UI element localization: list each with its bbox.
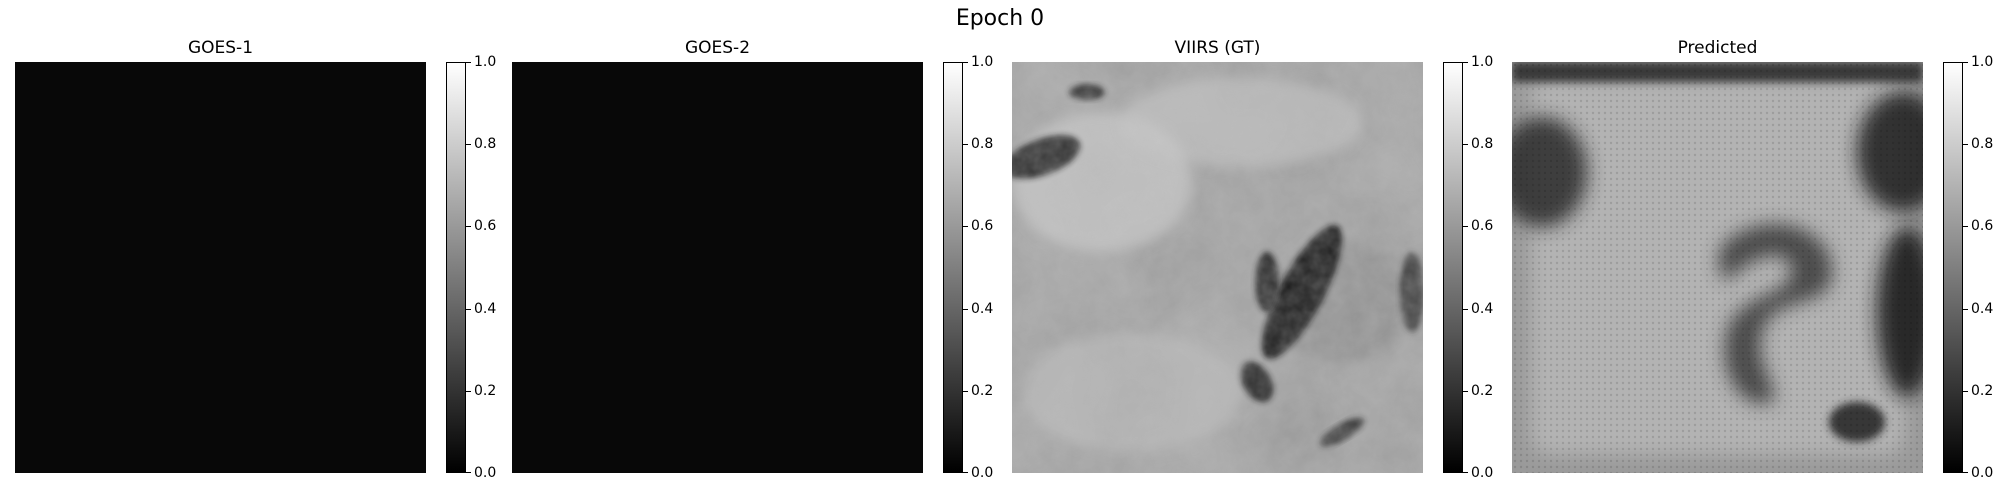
colorbar-tick-label: 0.8	[1971, 136, 1994, 153]
colorbar-tick-label: 0.6	[971, 218, 994, 235]
panel-title-goes1: GOES-1	[187, 38, 254, 58]
colorbar-tick-label: 0.6	[474, 218, 497, 235]
colorbar-tick	[1963, 308, 1968, 310]
colorbar-tick-label: 0.6	[1971, 218, 1994, 235]
colorbar-tick-label: 0.8	[474, 136, 497, 153]
colorbar-tick-label: 1.0	[1471, 54, 1494, 70]
viirs-colorbar	[1443, 62, 1463, 473]
colorbar-tick	[963, 390, 968, 392]
panel-title-predicted: Predicted	[1677, 38, 1758, 58]
colorbar-tick-label: 0.4	[1971, 300, 1994, 317]
colorbar-tick	[1463, 226, 1468, 228]
figure-title: Epoch 0	[955, 6, 1045, 31]
colorbar-tick	[466, 62, 471, 63]
colorbar-tick-label: 0.2	[1471, 382, 1494, 399]
colorbar-tick-label: 0.4	[474, 300, 497, 317]
colorbar-tick-label: 0.2	[971, 382, 994, 399]
goes2-colorbar	[943, 62, 963, 473]
colorbar-tick-label: 0.0	[1471, 465, 1494, 481]
colorbar-tick-label: 0.0	[474, 465, 497, 481]
colorbar-tick-label: 0.4	[971, 300, 994, 317]
colorbar-tick	[1963, 390, 1968, 392]
colorbar-tick-label: 0.6	[1471, 218, 1494, 235]
colorbar-tick-label: 0.4	[1471, 300, 1494, 317]
colorbar-tick	[1963, 472, 1968, 473]
colorbar-tick	[466, 308, 471, 310]
viirs-image	[1012, 62, 1423, 473]
colorbar-tick	[963, 226, 968, 228]
colorbar-tick	[1963, 62, 1968, 63]
colorbar-tick	[466, 472, 471, 473]
goes1-image	[15, 62, 426, 473]
colorbar-tick-label: 1.0	[971, 54, 994, 70]
colorbar-tick-label: 0.2	[1971, 382, 1994, 399]
goes2-image	[512, 62, 923, 473]
colorbar-tick	[1463, 472, 1468, 473]
colorbar-tick	[963, 144, 968, 146]
colorbar-tick	[466, 144, 471, 146]
predicted-colorbar	[1943, 62, 1963, 473]
colorbar-tick	[1463, 144, 1468, 146]
predicted-image	[1512, 62, 1923, 473]
colorbar-tick	[466, 390, 471, 392]
colorbar-tick-label: 0.2	[474, 382, 497, 399]
goes1-colorbar	[446, 62, 466, 473]
colorbar-tick-label: 1.0	[474, 54, 497, 70]
colorbar-tick-label: 1.0	[1971, 54, 1994, 70]
panel-title-goes2: GOES-2	[684, 38, 751, 58]
colorbar-tick-label: 0.0	[1971, 465, 1994, 481]
colorbar-tick	[1463, 62, 1468, 63]
panel-title-viirs: VIIRS (GT)	[1174, 38, 1261, 58]
colorbar-tick-label: 0.0	[971, 465, 994, 481]
colorbar-tick	[963, 472, 968, 473]
colorbar-tick	[1963, 144, 1968, 146]
colorbar-tick	[1963, 226, 1968, 228]
colorbar-tick	[963, 62, 968, 63]
colorbar-tick-label: 0.8	[1471, 136, 1494, 153]
colorbar-tick	[466, 226, 471, 228]
colorbar-tick-label: 0.8	[971, 136, 994, 153]
colorbar-tick	[1463, 390, 1468, 392]
colorbar-tick	[1463, 308, 1468, 310]
colorbar-tick	[963, 308, 968, 310]
